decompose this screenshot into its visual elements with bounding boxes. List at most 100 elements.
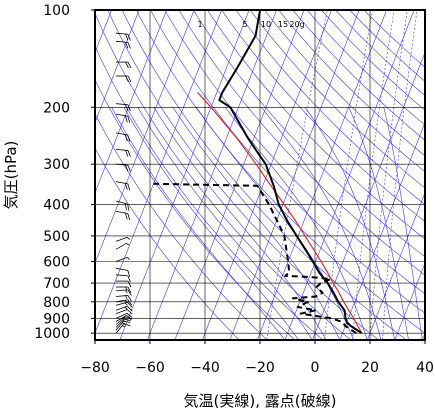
wind-barb	[115, 163, 131, 172]
wind-barb-flag	[127, 301, 133, 308]
wind-barb-flag	[125, 41, 129, 49]
dry-adiabat-line	[221, 10, 425, 222]
dry-adiabat-line	[164, 10, 425, 295]
wind-barb-flag	[125, 150, 129, 157]
wind-barb	[116, 75, 132, 83]
wind-barb-staff	[115, 309, 128, 314]
wind-barb	[115, 236, 130, 242]
y-tick-label: 100	[43, 3, 70, 19]
dry-adiabat-line	[95, 147, 240, 340]
dry-adiabat-line	[150, 10, 425, 314]
wind-barb-staff	[115, 103, 128, 106]
mixing-ratio-label: 5	[242, 20, 247, 29]
wind-barb-flag	[127, 280, 132, 288]
wind-barb-flag	[127, 270, 131, 277]
wind-barb-flag	[127, 286, 132, 294]
isotherm-line	[367, 192, 425, 340]
wind-barb-half-flag	[122, 325, 126, 328]
wind-barb	[115, 200, 130, 211]
mixing-ratio-label: 10	[261, 20, 271, 29]
y-tick-label: 1000	[34, 326, 70, 342]
series-group	[153, 10, 363, 335]
wind-barb-staff	[115, 295, 128, 297]
wind-barb-flag	[127, 42, 131, 49]
moist-adiabat-line	[153, 107, 327, 340]
moist-adiabat-line	[111, 107, 286, 340]
wind-barb-staff	[115, 299, 128, 303]
wind-barb-staff	[115, 316, 126, 325]
wind-barb	[115, 309, 133, 315]
dry-adiabat-line	[95, 79, 296, 340]
wind-barb-staff	[115, 267, 128, 271]
wind-barb-staff	[115, 274, 128, 277]
x-tick-label: −40	[190, 360, 220, 376]
x-tick-label: 20	[361, 360, 379, 376]
mixing-ratio-line	[324, 10, 373, 340]
wind-barb	[115, 299, 133, 306]
dry-adiabat-line	[95, 113, 268, 340]
y-tick-label: 700	[43, 276, 70, 292]
wind-barb-staff	[115, 113, 128, 117]
isotherm-line	[147, 10, 277, 340]
wind-barb	[115, 149, 131, 157]
wind-barb-staff	[115, 289, 128, 292]
wind-barb-flag	[125, 75, 129, 83]
wind-barb-half-flag	[125, 289, 128, 294]
wind-barb-staff	[115, 318, 125, 328]
wind-barb-half-flag	[123, 318, 127, 321]
dry-adiabat-line	[249, 10, 425, 189]
wind-barb-flag	[127, 183, 131, 191]
moist-adiabat-line	[224, 107, 368, 340]
wind-barb-staff	[115, 132, 128, 136]
wind-barb-staff	[115, 320, 125, 331]
x-axis-ticks: −80 −60 −40 −20 0 20 40	[80, 340, 434, 376]
wind-barb-staff	[115, 211, 128, 214]
wind-barb-flag	[127, 116, 131, 123]
wind-barb-flag	[125, 104, 129, 111]
wind-barb-half-flag	[122, 322, 126, 325]
wind-barb-staff	[115, 181, 128, 185]
wind-barb-half-flag	[126, 242, 130, 246]
wind-barb	[115, 113, 131, 123]
wind-barb	[115, 181, 131, 191]
wind-barb-half-flag	[122, 320, 127, 323]
wind-barb-half-flag	[125, 299, 128, 304]
wind-barb-flag	[124, 115, 128, 123]
wind-barb-flag	[125, 33, 129, 41]
dry-adiabat-line	[121, 10, 407, 340]
dry-adiabat-line	[107, 10, 379, 340]
wind-barb-staff	[115, 257, 128, 262]
wind-barb-flag	[127, 213, 131, 221]
moist-adiabat-line	[137, 107, 313, 340]
wind-barb-flag	[125, 316, 132, 320]
wind-barb	[115, 274, 131, 283]
wind-barb-staff	[115, 149, 128, 151]
wind-barb-staff	[115, 312, 128, 319]
wind-barb	[115, 257, 130, 262]
wind-barb-staff	[115, 305, 128, 311]
dry-adiabat-line	[235, 10, 425, 205]
wind-barb-staff	[115, 163, 128, 166]
mixing-ratio-line	[266, 10, 328, 340]
wind-barb-flag	[123, 323, 131, 326]
wind-barb-half-flag	[124, 306, 128, 310]
wind-barb-flag	[126, 315, 133, 320]
wind-barb	[116, 286, 132, 294]
y-tick-label: 900	[43, 311, 70, 327]
y-tick-label: 200	[43, 100, 70, 116]
dry-adiabat-line	[278, 10, 425, 157]
wind-barb	[115, 267, 131, 277]
wind-barb	[115, 132, 131, 142]
moist-adiabat-line	[348, 107, 409, 340]
wind-barb-staff	[115, 323, 125, 334]
wind-barb-half-flag	[127, 257, 130, 260]
wind-barb-flag	[127, 150, 131, 157]
isotherm-line	[339, 121, 425, 340]
wind-barb	[115, 312, 133, 319]
moist-adiabat-line	[172, 107, 341, 340]
wind-barb	[115, 295, 132, 302]
moist-adiabat-line	[123, 107, 299, 340]
wind-barb	[115, 289, 132, 296]
